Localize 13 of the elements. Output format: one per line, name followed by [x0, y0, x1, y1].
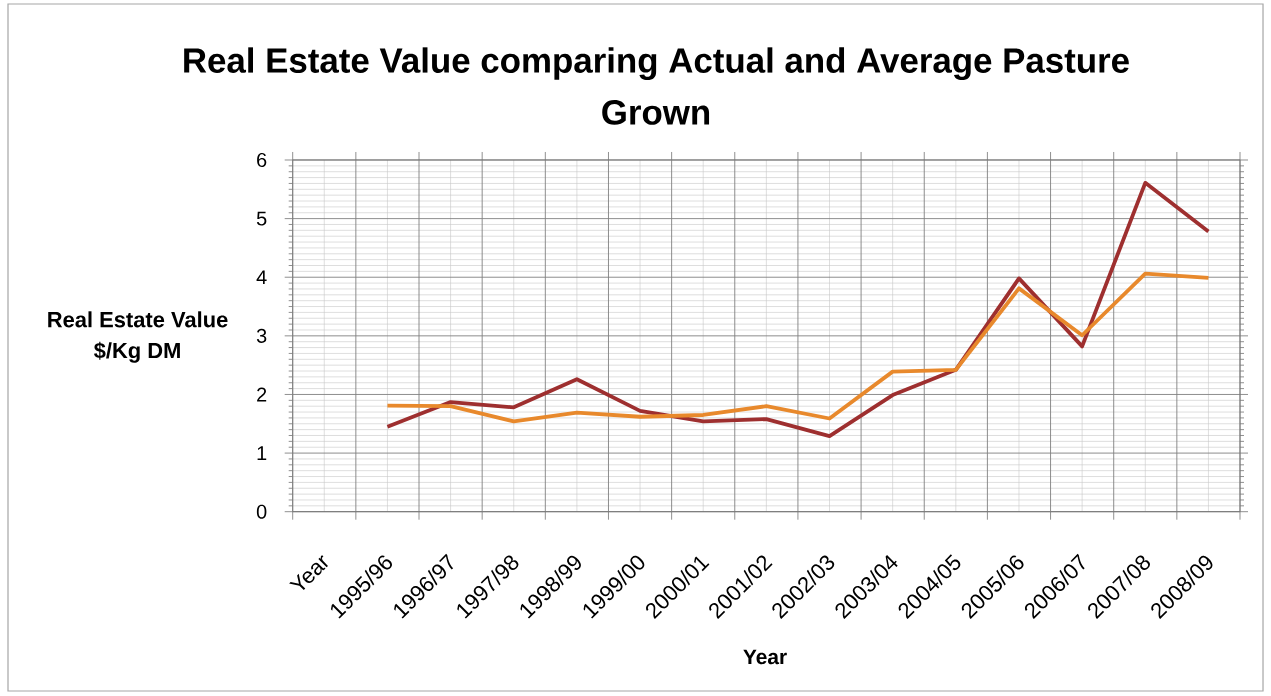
y-tick-label: 2 [257, 387, 267, 402]
line-series [385, 271, 1211, 424]
chart-title: Real Estate Value comparing Actual and Average Pasture Grown [184, 47, 1129, 125]
x-axis-title: Year [743, 649, 787, 665]
line-series [385, 180, 1211, 438]
y-tick-label: 0 [256, 504, 267, 519]
y-tick-label: 5 [256, 211, 267, 226]
y-tick-label: 6 [257, 152, 267, 168]
y-axis-title: Real Estate Value $/Kg DM [48, 311, 228, 363]
y-tick-label: 4 [256, 270, 267, 285]
y-tick-label: 1 [257, 446, 267, 460]
x-tick-label: Year [289, 555, 328, 591]
y-tick-label: 3 [256, 328, 267, 343]
